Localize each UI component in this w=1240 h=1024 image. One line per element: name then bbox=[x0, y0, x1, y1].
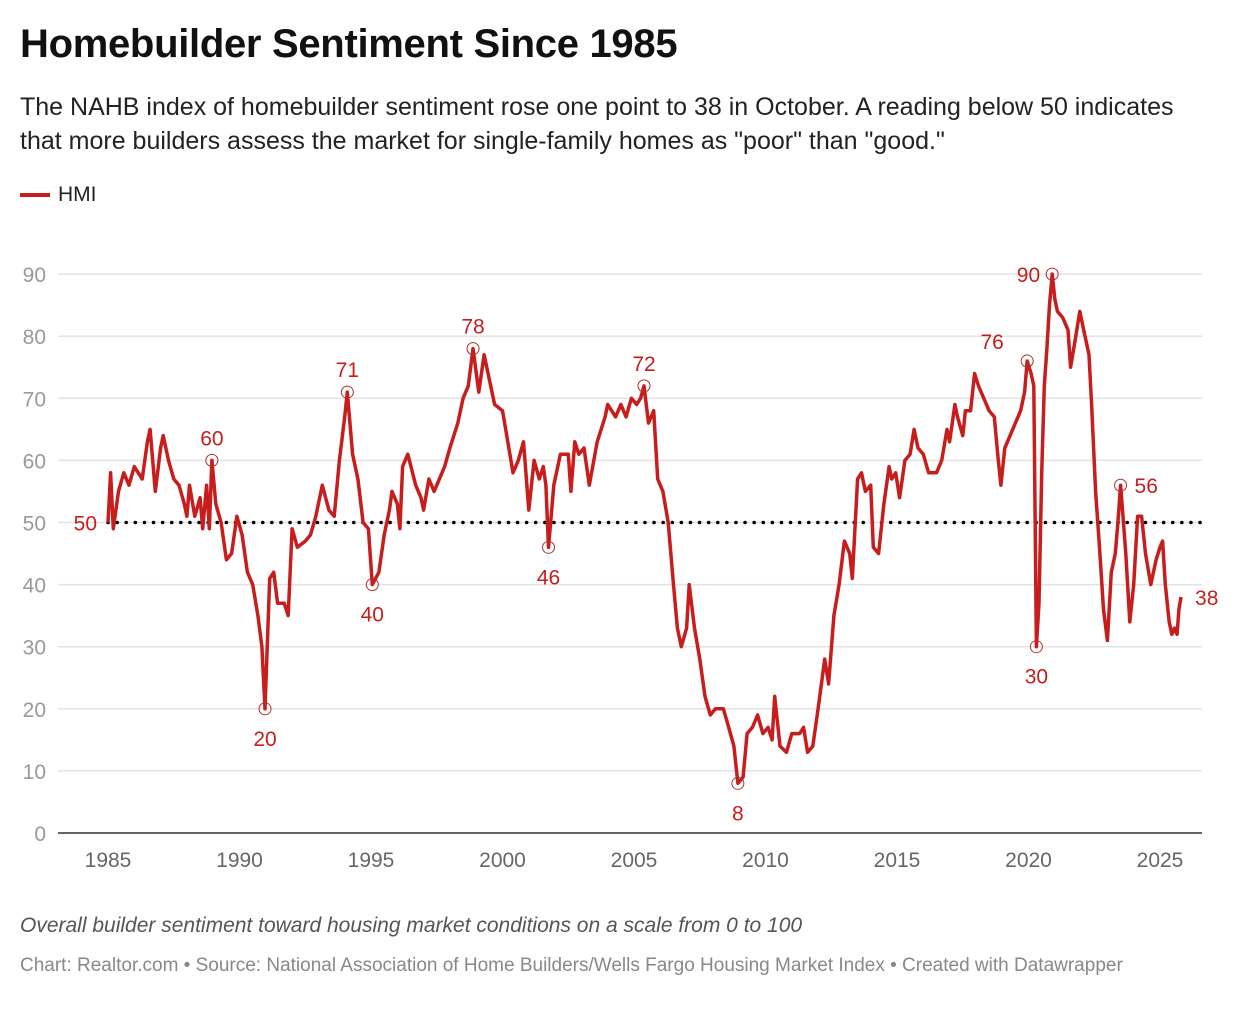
annotation-label: 60 bbox=[200, 427, 223, 450]
x-tick-label: 2005 bbox=[611, 849, 658, 872]
line-chart: 0 10 20 30 40 50 60 70 80 90 1985 1990 1995 2000 2005 2… bbox=[23, 264, 1219, 872]
annotation-marker bbox=[365, 578, 379, 592]
annotation-label: 71 bbox=[336, 359, 359, 382]
y-tick-label: 50 bbox=[23, 513, 46, 536]
y-tick-label: 80 bbox=[23, 326, 46, 349]
annotation-marker bbox=[466, 342, 480, 356]
annotation-marker bbox=[731, 776, 745, 790]
annotation-marker bbox=[1045, 267, 1059, 281]
legend-label-hmi: HMI bbox=[58, 183, 97, 206]
series-line-hmi bbox=[106, 272, 1183, 786]
chart-source: Chart: Realtor.com • Source: National As… bbox=[20, 955, 1123, 976]
legend: HMI bbox=[20, 183, 97, 207]
annotation-label: 50 bbox=[74, 513, 97, 536]
annotation-label: 20 bbox=[253, 728, 276, 751]
y-tick-label: 70 bbox=[23, 388, 46, 411]
annotation-label: 72 bbox=[632, 353, 655, 376]
annotation-marker bbox=[258, 702, 272, 716]
y-tick-label: 60 bbox=[23, 450, 46, 473]
annotation-label: 46 bbox=[537, 566, 560, 589]
annotation-label: 78 bbox=[461, 316, 484, 339]
annotation-marker bbox=[1029, 640, 1043, 654]
chart-notes: Overall builder sentiment toward housing… bbox=[20, 914, 803, 937]
x-tick-label: 1995 bbox=[348, 849, 395, 872]
annotation-label: 38 bbox=[1195, 587, 1218, 610]
y-tick-label: 0 bbox=[34, 823, 46, 846]
chart-subtitle: The NAHB index of homebuilder sentiment … bbox=[20, 93, 1174, 155]
annotation-label: 90 bbox=[1017, 264, 1040, 287]
y-tick-label: 30 bbox=[23, 637, 46, 660]
annotation-marker bbox=[1114, 478, 1128, 492]
annotation-marker bbox=[205, 453, 219, 467]
annotation-label: 8 bbox=[732, 802, 744, 825]
annotation-label: 76 bbox=[981, 331, 1004, 354]
chart-title: Homebuilder Sentiment Since 1985 bbox=[20, 22, 678, 66]
y-tick-label: 40 bbox=[23, 575, 46, 598]
annotation-label: 56 bbox=[1135, 475, 1158, 498]
y-tick-label: 20 bbox=[23, 699, 46, 722]
y-tick-label: 10 bbox=[23, 761, 46, 784]
annotation-label: 30 bbox=[1025, 666, 1048, 689]
legend-swatch-hmi bbox=[20, 193, 50, 197]
x-tick-label: 2020 bbox=[1005, 849, 1052, 872]
annotation-marker bbox=[542, 540, 556, 554]
y-tick-label: 90 bbox=[23, 264, 46, 287]
x-tick-label: 2025 bbox=[1137, 849, 1184, 872]
x-tick-label: 2010 bbox=[742, 849, 789, 872]
x-tick-label: 2000 bbox=[479, 849, 526, 872]
x-tick-label: 2015 bbox=[874, 849, 921, 872]
x-tick-label: 1990 bbox=[216, 849, 263, 872]
annotation-marker bbox=[637, 379, 651, 393]
annotation-label: 40 bbox=[361, 604, 384, 627]
annotation-marker bbox=[1020, 354, 1034, 368]
annotation-marker bbox=[340, 385, 354, 399]
x-tick-label: 1985 bbox=[85, 849, 132, 872]
